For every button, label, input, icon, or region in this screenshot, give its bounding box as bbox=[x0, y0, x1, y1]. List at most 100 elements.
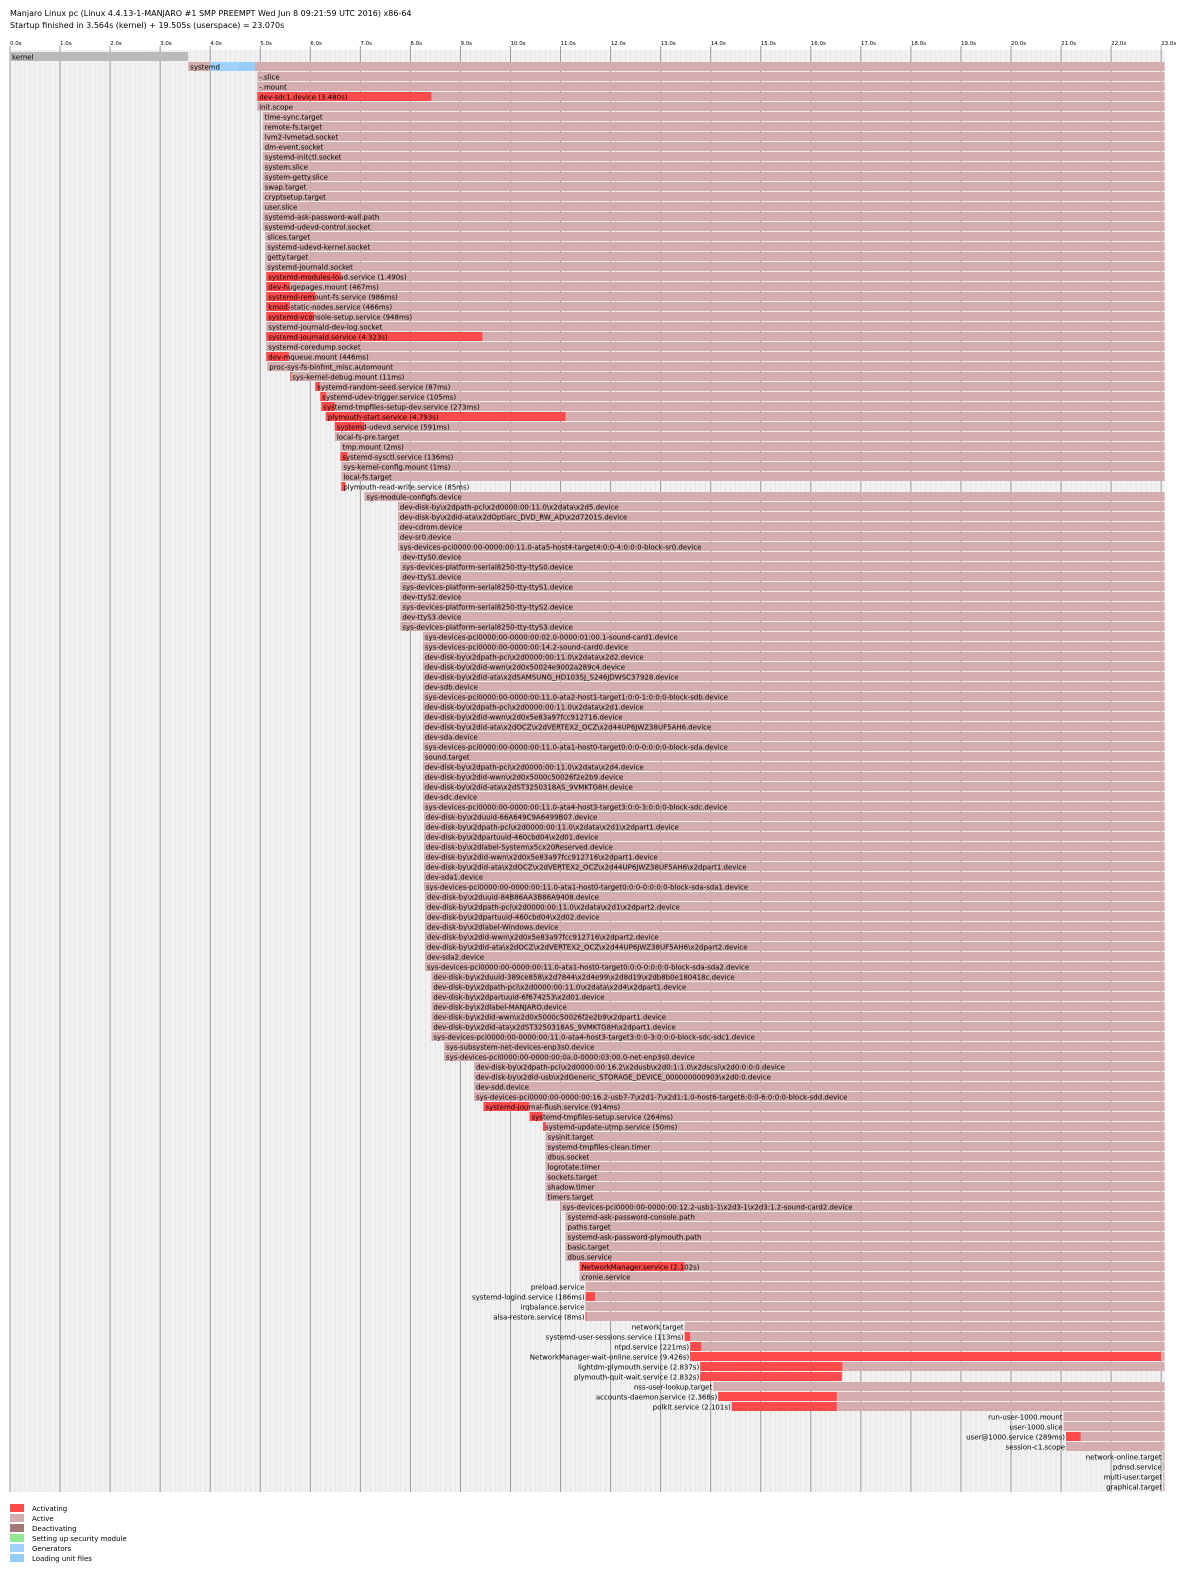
bar-basic.target bbox=[565, 1242, 1165, 1251]
label-kmod-static-nodes.service: kmod-static-nodes.service (466ms) bbox=[268, 303, 392, 311]
legend-swatch-security bbox=[10, 1534, 24, 1542]
label-sys-devices-sound-card1.device: sys-devices-pci0000:00-0000:00:02.0-0000… bbox=[425, 633, 678, 641]
bar-dev-sdb.device bbox=[422, 682, 1165, 691]
bar-activating-systemd-sysctl.service bbox=[340, 452, 348, 461]
bar-activating-dev-mqueue.mount bbox=[266, 352, 289, 361]
label-systemd-udev-trigger.service: systemd-udev-trigger.service (105ms) bbox=[322, 393, 456, 401]
bar-cronie.service bbox=[579, 1272, 1165, 1281]
bar-dbus.service bbox=[565, 1252, 1165, 1261]
bar-activating-systemd-remount-fs.service bbox=[266, 292, 316, 301]
bar-activating-systemd-tmpfiles-setup.service bbox=[529, 1112, 543, 1121]
bar-dev-disk-by-path-pci-1d-part2.device bbox=[424, 902, 1165, 911]
bar-activating-systemd-modules-load.service bbox=[266, 272, 341, 281]
bar-dev-disk-by-partuuid-460cbd04-01.device bbox=[423, 832, 1165, 841]
bar-multi-user.target bbox=[1163, 1472, 1165, 1481]
label-sys-kernel-config.mount: sys-kernel-config.mount (1ms) bbox=[343, 463, 450, 471]
label-dev-sdd.device: dev-sdd.device bbox=[476, 1083, 529, 1091]
label-sound.target: sound.target bbox=[425, 753, 470, 761]
label-basic.target: basic.target bbox=[568, 1243, 610, 1251]
bar-activating-systemd-journal-flush.service bbox=[483, 1102, 530, 1111]
tick-label: 11.0s bbox=[561, 41, 576, 47]
label-system-getty.slice: system-getty.slice bbox=[265, 173, 328, 181]
tick-label: 16.0s bbox=[811, 41, 826, 47]
bar-nss-user-lookup.target bbox=[713, 1382, 1165, 1391]
label-system.slice: system.slice bbox=[265, 163, 308, 171]
bar-preload.service bbox=[585, 1282, 1165, 1291]
bar-activating-accounts-daemon.service bbox=[718, 1392, 837, 1401]
bar-systemd-journald.socket bbox=[265, 262, 1165, 271]
label-dev-disk-by-id-wwn-5000c.device: dev-disk-by\x2did-wwn\x2d0x5000c50026f2e… bbox=[425, 773, 623, 781]
bar-dev-disk-by-path-pci-4d-part1.device bbox=[431, 982, 1165, 991]
label-sys-module-configfs.device: sys-module-configfs.device bbox=[366, 493, 461, 501]
tick-label: 1.0s bbox=[60, 41, 72, 47]
label-dev-hugepages.mount: dev-hugepages.mount (467ms) bbox=[268, 283, 379, 291]
label-proc-sys-fs-binfmt_misc.automount: proc-sys-fs-binfmt_misc.automount bbox=[269, 363, 393, 371]
label-dev-disk-by-id-wwn-5e83a-part2.device: dev-disk-by\x2did-wwn\x2d0x5e83a97fcc912… bbox=[427, 933, 659, 941]
legend-label-loading: Loading unit files bbox=[32, 1555, 92, 1563]
bar-dev-mqueue.mount bbox=[266, 352, 1165, 361]
label-lvm2-lvmetad.socket: lvm2-lvmetad.socket bbox=[265, 133, 339, 141]
label-dev-disk-by-id-wwn-50024e.device: dev-disk-by\x2did-wwn\x2d0x50024e9002a28… bbox=[425, 663, 625, 671]
label-dev-disk-by-id-optiarc-dvd.device: dev-disk-by\x2did-ata\x2dOptiarc_DVD_RW_… bbox=[400, 513, 627, 521]
bar-shadow.timer bbox=[545, 1182, 1165, 1191]
bar-dev-disk-by-partuuid-6f674253-01.device bbox=[431, 992, 1165, 1001]
label-dev-disk-by-path-pci-1d.device: dev-disk-by\x2dpath-pci\x2d0000:00:11.0\… bbox=[425, 703, 644, 711]
bar-systemd-udevd-kernel.socket bbox=[265, 242, 1165, 251]
label-systemd-journald.service: systemd-journald.service (4.323s) bbox=[268, 333, 388, 341]
bar-dev-disk-by-path-pci-1d.device bbox=[422, 702, 1165, 711]
label-sys-devices-enp3s0.device: sys-devices-pci0000:00-0000:00:0a.0-0000… bbox=[446, 1053, 695, 1061]
label-dev-disk-by-path-pci-1d-part1.device: dev-disk-by\x2dpath-pci\x2d0000:00:11.0\… bbox=[426, 823, 679, 831]
label-dev-disk-by-id-wwn-5000c-part1.device: dev-disk-by\x2did-wwn\x2d0x5000c50026f2e… bbox=[433, 1013, 666, 1021]
bar-activating-ntpd.service bbox=[690, 1342, 702, 1351]
bar-activating-systemd-logind.service bbox=[585, 1292, 596, 1301]
bar-pdnsd.service bbox=[1162, 1462, 1165, 1471]
label-sys-devices-sdb.device: sys-devices-pci0000:00-0000:00:11.0-ata2… bbox=[425, 693, 728, 701]
bar-dev-sdc.device bbox=[422, 792, 1165, 801]
bar-sys-devices-sound-card2.device bbox=[560, 1202, 1165, 1211]
bar-dev-disk-by-path-pci-usb.device bbox=[473, 1062, 1165, 1071]
bar-graphical.target bbox=[1163, 1482, 1165, 1491]
label-systemd-remount-fs.service: systemd-remount-fs.service (986ms) bbox=[268, 293, 398, 301]
label-accounts-daemon.service: accounts-daemon.service (2.368s) bbox=[596, 1393, 718, 1401]
label-tmp.mount: tmp.mount (2ms) bbox=[342, 443, 404, 451]
bar-getty.target bbox=[265, 252, 1165, 261]
label-systemd-udevd-kernel.socket: systemd-udevd-kernel.socket bbox=[267, 243, 370, 251]
bar-sys-devices-ttyS0.device bbox=[400, 562, 1165, 571]
label--.mount: -.mount bbox=[259, 83, 287, 91]
bar-activating-systemd-user-sessions.service bbox=[684, 1332, 691, 1341]
label-timers.target: timers.target bbox=[548, 1193, 594, 1201]
bar-sys-kernel-debug.mount bbox=[290, 372, 1165, 381]
bar-sys-devices-sr0.device bbox=[397, 542, 1165, 551]
label-dev-disk-by-path-pci-usb.device: dev-disk-by\x2dpath-pci\x2d0000:00:16.2\… bbox=[476, 1063, 785, 1071]
legend-swatch-loading bbox=[10, 1554, 24, 1562]
label-dev-mqueue.mount: dev-mqueue.mount (446ms) bbox=[268, 353, 369, 361]
label-systemd-coredump.socket: systemd-coredump.socket bbox=[268, 343, 361, 351]
label-dev-disk-by-label-system-reserved.device: dev-disk-by\x2dlabel-System\x5cx20Reserv… bbox=[426, 843, 613, 851]
bar-dev-disk-by-uuid-389ce858.device bbox=[431, 972, 1165, 981]
label-irqbalance.service: irqbalance.service bbox=[521, 1303, 585, 1311]
label-dev-disk-by-id-usb-generic.device: dev-disk-by\x2did-usb\x2dGeneric_STORAGE… bbox=[476, 1073, 771, 1081]
bar-systemd-coredump.socket bbox=[266, 342, 1165, 351]
label-systemd-update-utmp.service: systemd-update-utmp.service (50ms) bbox=[545, 1123, 678, 1131]
chart-title: Manjaro Linux pc (Linux 4.4.13-1-MANJARO… bbox=[10, 9, 412, 18]
label-shadow.timer: shadow.timer bbox=[548, 1183, 595, 1191]
label-sysinit.target: sysinit.target bbox=[548, 1133, 594, 1141]
bar-systemd-initctl.socket bbox=[262, 152, 1165, 161]
label-cryptsetup.target: cryptsetup.target bbox=[265, 193, 326, 201]
label-systemd-udevd.service: systemd-udevd.service (591ms) bbox=[337, 423, 450, 431]
label-sys-devices-ttyS3.device: sys-devices-platform-serial8250-tty-ttyS… bbox=[402, 623, 573, 631]
bar-activating-systemd-update-utmp.service bbox=[543, 1122, 546, 1131]
label-systemd-journald-dev-log.socket: systemd-journald-dev-log.socket bbox=[268, 323, 382, 331]
label-swap.target: swap.target bbox=[265, 183, 307, 191]
label-dev-sdc.device: dev-sdc.device bbox=[425, 793, 477, 801]
legend-label-active: Active bbox=[32, 1515, 54, 1523]
bar-sys-devices-sda.device bbox=[422, 742, 1165, 751]
bar-systemd-udevd.service bbox=[334, 422, 1165, 431]
tick-label: 23.0s bbox=[1161, 41, 1176, 47]
bar-system.slice bbox=[262, 162, 1165, 171]
bar--.mount bbox=[257, 82, 1165, 91]
label-dbus.socket: dbus.socket bbox=[548, 1153, 590, 1161]
label-dev-ttyS2.device: dev-ttyS2.device bbox=[402, 593, 461, 601]
bar-sys-devices-ttyS2.device bbox=[400, 602, 1165, 611]
label-dev-disk-by-path-pci-5d.device: dev-disk-by\x2dpath-pci\x2d0000:00:11.0\… bbox=[400, 503, 619, 511]
